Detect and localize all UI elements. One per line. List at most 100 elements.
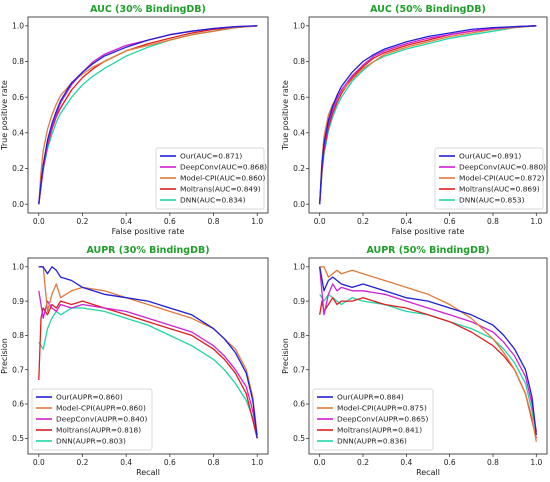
x-tick-label: 0.4 [120, 458, 132, 467]
x-tick-label: 1.0 [530, 217, 542, 226]
series-line-3 [319, 266, 537, 432]
x-axis-label: Recall [136, 468, 160, 477]
legend-entry: Moltrans(AUPR=0.841) [337, 426, 422, 435]
y-tick-label: 0.5 [12, 434, 24, 443]
chart-title: AUPR (50% BindingDB) [366, 245, 489, 256]
x-tick-label: 0.0 [314, 458, 326, 467]
plot-frame [308, 257, 548, 455]
x-tick-label: 0.8 [208, 458, 220, 467]
y-tick-label: 0.7 [293, 365, 305, 374]
y-tick-label: 0.8 [12, 331, 24, 340]
legend-entry: Our(AUC=0.871) [180, 152, 242, 161]
x-tick-label: 0.8 [487, 458, 499, 467]
series-line-3 [38, 25, 258, 205]
legend-entry: Model-CPI(AUC=0.872) [459, 174, 545, 183]
x-tick-label: 1.0 [530, 458, 542, 467]
y-tick-label: 0.2 [293, 164, 305, 173]
legend-entry: DNN(AUPR=0.803) [56, 437, 126, 446]
y-tick-label: 0.2 [12, 164, 24, 173]
series-line-1 [38, 266, 258, 439]
legend-box [31, 388, 153, 451]
x-tick-label: 0.4 [400, 458, 412, 467]
series-line-3 [38, 290, 258, 436]
x-tick-label: 0.8 [208, 217, 220, 226]
y-tick-label: 0.6 [293, 400, 305, 409]
panel-1: AUC (30% BindingDB) 0.0 0.2 0.4 0.6 0.8 1.0 0.0… [0, 4, 269, 236]
legend-entry: DNN(AUPR=0.836) [337, 437, 407, 446]
y-tick-label: 0.0 [12, 200, 24, 209]
legend: Our(AUC=0.891) DeepConv(AUC=0.880) Model-C… [434, 147, 546, 210]
series-line-2 [319, 25, 537, 205]
y-tick-label: 0.6 [293, 93, 305, 102]
chart-title: AUC (50% BindingDB) [370, 4, 486, 15]
panel-3: AUPR (30% BindingDB) 0.0 0.2 0.4 0.6 0.8 1.0 0.… [0, 245, 269, 477]
y-tick-label: 1.0 [12, 22, 24, 31]
x-tick-label: 0.6 [164, 217, 176, 226]
legend-entry: Our(AUC=0.891) [459, 152, 521, 161]
y-tick-label: 0.8 [293, 331, 305, 340]
y-tick-label: 1.0 [293, 22, 305, 31]
y-tick-label: 0.7 [12, 365, 24, 374]
x-tick-label: 0.0 [314, 217, 326, 226]
legend-entry: Our(AUPR=0.884) [337, 393, 404, 402]
series-line-1 [38, 25, 258, 205]
series-line-5 [319, 25, 537, 205]
plot-frame [27, 257, 269, 455]
x-tick-label: 0.4 [120, 217, 132, 226]
legend-box [155, 147, 265, 210]
x-tick-label: 0.0 [33, 217, 45, 226]
x-tick-label: 0.6 [164, 458, 176, 467]
x-tick-label: 0.2 [357, 458, 369, 467]
legend-entry: Moltrans(AUPR=0.818) [56, 426, 141, 435]
y-tick-label: 0.0 [293, 200, 305, 209]
legend: Our(AUPR=0.860) Model-CPI(AUPR=0.860) Deep… [31, 388, 153, 451]
x-tick-label: 0.4 [400, 217, 412, 226]
y-axis-label: True positive rate [0, 80, 9, 151]
panel-2: AUC (50% BindingDB) 0.0 0.2 0.4 0.6 0.8 1.0 0.0… [281, 4, 548, 236]
series-line-2 [319, 266, 537, 442]
y-tick-label: 0.8 [293, 57, 305, 66]
x-tick-label: 0.2 [77, 458, 89, 467]
legend-entry: DeepConv(AUC=0.868) [180, 163, 267, 172]
x-tick-label: 0.6 [444, 458, 456, 467]
x-tick-label: 0.2 [357, 217, 369, 226]
legend-entry: DeepConv(AUPR=0.865) [337, 415, 429, 424]
y-tick-label: 0.9 [12, 297, 24, 306]
legend-entry: Our(AUPR=0.860) [56, 393, 123, 402]
y-tick-label: 0.8 [12, 57, 24, 66]
series-line-1 [319, 25, 537, 205]
y-tick-label: 0.4 [293, 129, 305, 138]
legend-entry: DeepConv(AUPR=0.840) [56, 415, 148, 424]
legend-box [434, 147, 544, 210]
legend-entry: Moltrans(AUC=0.869) [459, 185, 540, 194]
x-tick-label: 0.6 [444, 217, 456, 226]
y-tick-label: 1.0 [12, 263, 24, 272]
legend: Our(AUPR=0.884) Model-CPI(AUPR=0.875) Deep… [312, 388, 434, 451]
x-tick-label: 1.0 [251, 458, 263, 467]
legend-entry: Model-CPI(AUC=0.860) [180, 174, 266, 183]
plot-frame [27, 16, 269, 214]
plot-frame [308, 16, 548, 214]
x-tick-label: 1.0 [251, 217, 263, 226]
legend-entry: DNN(AUC=0.853) [459, 196, 525, 205]
panel-4: AUPR (50% BindingDB) 0.0 0.2 0.4 0.6 0.8 1.0 0.… [281, 245, 548, 477]
y-tick-label: 0.9 [293, 297, 305, 306]
series-line-1 [319, 266, 537, 435]
x-axis-label: False positive rate [392, 227, 465, 236]
series-line-5 [38, 307, 258, 439]
legend-entry: DeepConv(AUC=0.880) [459, 163, 546, 172]
x-tick-label: 0.8 [487, 217, 499, 226]
y-tick-label: 0.6 [12, 400, 24, 409]
chart-title: AUPR (30% BindingDB) [86, 245, 209, 256]
y-tick-label: 0.6 [12, 93, 24, 102]
chart-title: AUC (30% BindingDB) [90, 4, 206, 15]
x-axis-label: Recall [416, 468, 440, 477]
x-tick-label: 0.0 [33, 458, 45, 467]
y-tick-label: 1.0 [293, 263, 305, 272]
y-tick-label: 0.4 [12, 129, 24, 138]
y-tick-label: 0.5 [293, 434, 305, 443]
legend-entry: Moltrans(AUC=0.849) [180, 185, 261, 194]
series-line-3 [319, 25, 537, 205]
y-axis-label: Precision [281, 338, 290, 374]
